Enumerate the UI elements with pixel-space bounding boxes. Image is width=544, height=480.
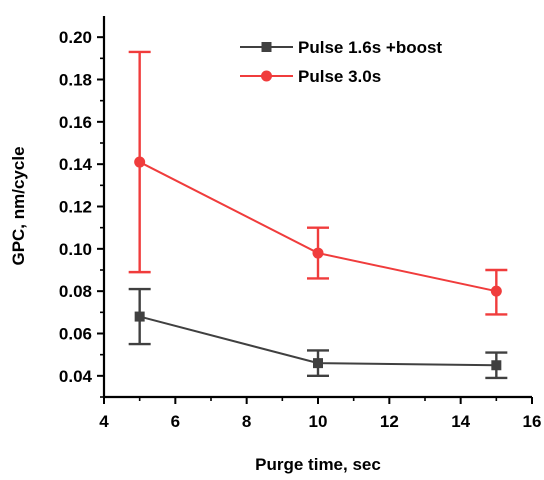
y-ticks: 0.04 0.06 0.08 0.10 0.12 0.14 0.16 0.18 0.20 bbox=[59, 28, 104, 398]
y-tick-label: 0.20 bbox=[59, 28, 92, 47]
data-point bbox=[313, 358, 323, 369]
legend: Pulse 1.6s +boost Pulse 3.0s bbox=[240, 38, 442, 86]
legend-item-2: Pulse 3.0s bbox=[240, 67, 381, 86]
legend-marker bbox=[261, 42, 272, 52]
series-layer bbox=[128, 50, 508, 380]
y-tick-label: 0.08 bbox=[59, 282, 92, 301]
x-tick-label: 4 bbox=[99, 412, 109, 431]
series-2 bbox=[128, 50, 508, 316]
y-axis-label: GPC, nm/cycle bbox=[9, 146, 28, 265]
legend-label: Pulse 1.6s +boost bbox=[298, 38, 442, 57]
data-point bbox=[490, 285, 502, 297]
legend-item-1: Pulse 1.6s +boost bbox=[240, 38, 442, 57]
x-tick-label: 16 bbox=[523, 412, 542, 431]
y-tick-label: 0.18 bbox=[59, 71, 92, 90]
y-tick-label: 0.06 bbox=[59, 325, 92, 344]
x-ticks: 4 6 8 10 12 14 16 bbox=[99, 397, 541, 431]
data-point bbox=[312, 247, 324, 259]
legend-marker bbox=[261, 70, 272, 82]
y-tick-label: 0.12 bbox=[59, 198, 92, 217]
legend-label: Pulse 3.0s bbox=[298, 67, 381, 86]
x-axis-label: Purge time, sec bbox=[255, 455, 381, 474]
plot-area: 4 6 8 10 12 14 16 0.04 0.06 0.08 0.10 0.12 0.14 0.16… bbox=[59, 16, 541, 431]
y-tick-label: 0.04 bbox=[59, 367, 93, 386]
data-point bbox=[134, 311, 145, 322]
x-tick-label: 10 bbox=[309, 412, 328, 431]
data-point bbox=[491, 360, 502, 371]
x-tick-label: 6 bbox=[171, 412, 180, 431]
series-1 bbox=[128, 287, 508, 380]
x-tick-label: 8 bbox=[242, 412, 251, 431]
x-tick-label: 12 bbox=[380, 412, 399, 431]
x-tick-label: 14 bbox=[451, 412, 470, 431]
y-tick-label: 0.10 bbox=[59, 240, 92, 259]
y-tick-label: 0.16 bbox=[59, 113, 92, 132]
data-point bbox=[134, 156, 146, 168]
y-tick-label: 0.14 bbox=[59, 155, 93, 174]
